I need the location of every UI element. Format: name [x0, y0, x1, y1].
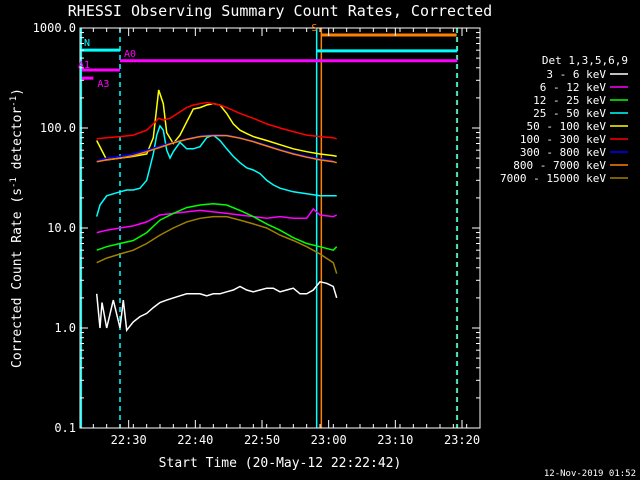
series-line: [96, 207, 338, 234]
x-axis-label: Start Time (20-May-12 22:22:42): [159, 456, 402, 471]
chart-title: RHESSI Observing Summary Count Rates, Co…: [68, 2, 492, 20]
x-tick-label: 23:20: [444, 433, 480, 447]
flag-label: A0: [124, 49, 136, 60]
series-line: [96, 101, 337, 140]
flag-label: N: [84, 38, 90, 49]
legend-entry-label: 6 - 12 keV: [540, 81, 607, 94]
legend-entry-label: 25 - 50 keV: [533, 107, 606, 120]
legend-entry-label: 100 - 300 keV: [520, 133, 606, 146]
x-tick-label: 22:40: [177, 433, 213, 447]
series-line: [95, 280, 338, 333]
series-line: [96, 215, 338, 274]
flag-label: A3: [97, 79, 109, 90]
series-line: [96, 133, 334, 162]
legend-entry-label: 3 - 6 keV: [546, 68, 606, 81]
legend-title: Det 1,3,5,6,9: [542, 54, 628, 67]
legend-entry-label: 12 - 25 keV: [533, 94, 606, 107]
legend-entry-label: 800 - 7000 keV: [513, 159, 606, 172]
series-line: [95, 124, 337, 217]
series-line: [96, 134, 337, 164]
y-tick-label: 1.0: [54, 321, 76, 335]
legend-entry-label: 300 - 800 keV: [520, 146, 606, 159]
legend-entry-label: 50 - 100 keV: [527, 120, 607, 133]
x-tick-label: 22:50: [244, 433, 280, 447]
y-tick-label: 0.1: [54, 421, 76, 435]
x-tick-label: 23:00: [311, 433, 347, 447]
y-axis-label: Corrected Count Rate (s-1 detector-1): [9, 88, 25, 368]
x-tick-label: 22:30: [111, 433, 147, 447]
series-line: [96, 202, 338, 252]
y-tick-label: 1000.0: [33, 21, 76, 35]
series-line: [96, 89, 337, 161]
legend-entry-label: 7000 - 15000 keV: [500, 172, 606, 185]
flag-label: A1: [78, 60, 90, 71]
x-tick-label: 23:10: [377, 433, 413, 447]
flag-label: S: [311, 23, 317, 34]
footer-timestamp: 12-Nov-2019 01:52: [544, 469, 636, 479]
y-tick-label: 10.0: [47, 221, 76, 235]
y-tick-label: 100.0: [40, 121, 76, 135]
